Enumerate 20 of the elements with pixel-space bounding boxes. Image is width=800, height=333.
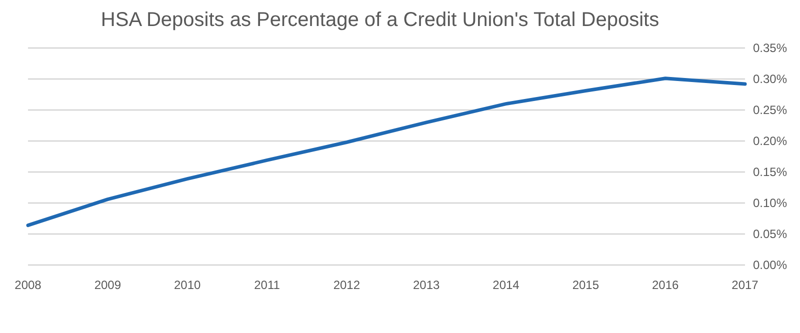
x-tick-label: 2014	[492, 278, 520, 292]
x-tick-label: 2017	[732, 278, 759, 292]
y-tick-label: 0.25%	[753, 103, 788, 118]
line-series	[26, 76, 747, 228]
y-tick-label: 0.00%	[753, 258, 788, 272]
x-tick-label: 2015	[572, 278, 600, 292]
y-tick-label: 0.15%	[753, 165, 788, 180]
y-tick-label: 0.05%	[753, 227, 788, 242]
x-tick-label: 2016	[652, 278, 680, 292]
x-tick-label: 2009	[94, 278, 122, 292]
x-tick-label: 2013	[412, 278, 440, 292]
y-tick-label: 0.35%	[753, 41, 788, 56]
y-tick-label: 0.30%	[753, 72, 788, 86]
chart-title: HSA Deposits as Percentage of a Credit Union's Total Deposits	[100, 9, 660, 31]
y-tick-label: 0.20%	[753, 134, 788, 148]
x-tick-label: 2010	[174, 278, 202, 292]
y-tick-label: 0.10%	[753, 196, 788, 210]
x-tick-label: 2008	[14, 278, 42, 292]
x-tick-label: 2012	[333, 278, 360, 292]
x-tick-label: 2011	[254, 278, 280, 292]
